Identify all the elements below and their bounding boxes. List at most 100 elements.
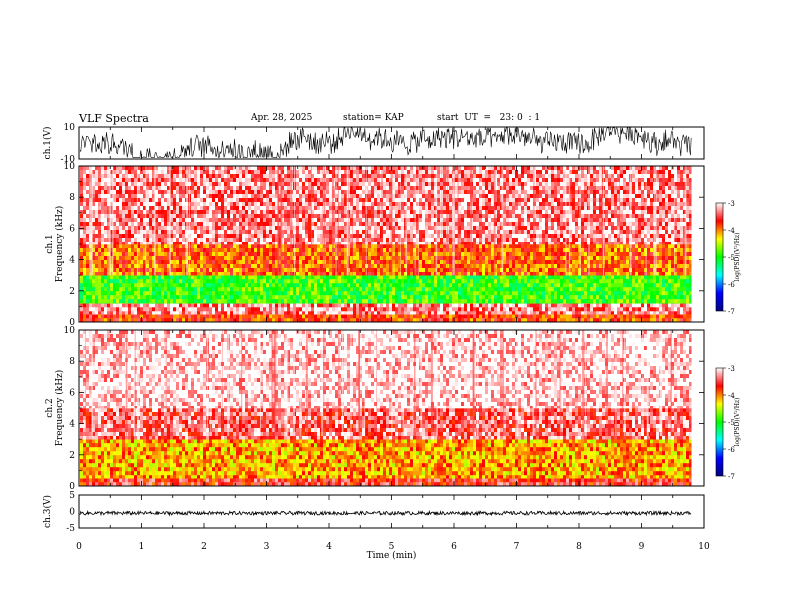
ch1-spectrogram-cell-band-1 xyxy=(317,307,321,312)
ch1-spectrogram-cell-band-4 xyxy=(221,170,225,175)
ch1-spectrogram-cell-band-4 xyxy=(122,166,126,171)
ch1-spectrogram-cell-band-2 xyxy=(299,287,303,292)
ch1-spectrogram-cell-band-2 xyxy=(425,279,429,284)
ch1-spectrogram-cell-band-2 xyxy=(119,287,123,292)
ch1-spectrogram-cell-band-2 xyxy=(653,287,657,292)
ch1-spectrogram-cell-band-2 xyxy=(101,275,105,280)
ch1-spectrogram-cell-band-4 xyxy=(95,166,99,171)
ch1-spectrogram-cell-band-4 xyxy=(608,170,612,175)
ch1-spectrogram-cell-band-1 xyxy=(203,303,207,308)
ch1-spectrogram-cell-band-3 xyxy=(161,252,165,257)
ch1-spectrogram-cell-band-3 xyxy=(86,264,90,269)
ch1-spectrogram-cell-band-0 xyxy=(104,314,108,319)
ch1-spectrogram-cell-band-2 xyxy=(482,279,486,284)
ch1-spectrogram-cell-band-3 xyxy=(233,256,237,261)
ch1-spectrogram-cell-band-2 xyxy=(449,287,453,292)
ch1-spectrogram-cell-band-3 xyxy=(377,260,381,265)
ch1-spectrogram-cell-band-0 xyxy=(371,314,375,319)
ch1-spectrogram-cell-band-3 xyxy=(572,256,576,261)
ch1-spectrogram-cell-band-4 xyxy=(515,174,519,179)
ch1-spectrogram-cell-band-3 xyxy=(521,244,525,249)
ch1-spectrogram-cell-band-2 xyxy=(209,299,213,304)
ch1-spectrogram-cell-band-3 xyxy=(152,248,156,253)
ch1-spectrogram-cell-band-2 xyxy=(485,295,489,300)
ch1-spectrogram-cell-band-3 xyxy=(479,252,483,257)
ch1-spectrogram-cell-band-0 xyxy=(635,314,639,319)
ch1-spectrogram-cell-band-2 xyxy=(131,291,135,296)
ch1-spectrogram-cell-band-1 xyxy=(656,311,660,315)
ch1-spectrogram-cell-band-4 xyxy=(227,174,231,179)
ch1-spectrogram-cell-band-3 xyxy=(392,248,396,253)
ch1-spectrogram-cell-band-3 xyxy=(308,244,312,249)
ch1-spectrogram-cell-band-4 xyxy=(269,174,273,179)
ch1-spectrogram-cell-band-1 xyxy=(377,311,381,315)
ch1-spectrogram-cell-band-2 xyxy=(188,291,192,296)
ch1-spectrogram-cell-band-3 xyxy=(428,264,432,269)
ch1-spectrogram-cell-band-4 xyxy=(152,170,156,175)
ch1-spectrogram-cell-band-4 xyxy=(254,170,258,175)
ch1-spectrogram-cell-band-2 xyxy=(455,275,459,280)
ch1-spectrogram-cell-band-2 xyxy=(617,291,621,296)
ch1-spectrogram-cell-band-3 xyxy=(647,268,651,273)
ch1-spectrogram-cell-band-2 xyxy=(377,283,381,288)
ch1-spectrogram-cell-band-2 xyxy=(305,275,309,280)
ch1-spectrogram-cell-band-2 xyxy=(185,299,189,304)
ch1-spectrogram-cell-band-2 xyxy=(563,295,567,300)
ch1-spectrogram-cell-band-1 xyxy=(650,303,654,308)
ch1-spectrogram-cell-band-2 xyxy=(455,279,459,284)
ch1-spectrogram-cell-band-2 xyxy=(344,275,348,280)
ch1-spectrogram-cell-band-3 xyxy=(509,268,513,273)
ch1-spectrogram-cell-band-3 xyxy=(359,252,363,257)
ch1-spectrogram-cell-band-1 xyxy=(284,307,288,312)
ch1-spectrogram-cell-band-1 xyxy=(683,311,687,315)
ch1-spectrogram-cell-band-3 xyxy=(476,256,480,261)
ch1-spectrogram-cell-band-2 xyxy=(467,287,471,292)
ch1-spectrogram-cell-band-4 xyxy=(338,178,342,183)
ch1-spectrogram-cell-band-2 xyxy=(221,295,225,300)
ch1-spectrogram-cell-band-4 xyxy=(281,178,285,183)
ch1-spectrogram-cell-band-2 xyxy=(107,287,111,292)
ch1-spectrogram-cell-band-1 xyxy=(512,303,516,308)
ch1-spectrogram-cell-band-0 xyxy=(146,314,150,319)
ch1-spectrogram-cell-band-4 xyxy=(344,174,348,179)
ch1-spectrogram-cell-band-1 xyxy=(578,307,582,312)
ch1-spectrogram-cell-band-2 xyxy=(431,275,435,280)
ch1-spectrogram-cell-band-3 xyxy=(221,260,225,265)
ch1-spectrogram-cell-band-3 xyxy=(521,268,525,273)
ch1-spectrogram-cell-band-3 xyxy=(101,248,105,253)
ch1-spectrogram-cell-band-1 xyxy=(458,307,462,312)
ch1-spectrogram-cell-band-2 xyxy=(266,275,270,280)
ch1-spectrogram-cell-band-2 xyxy=(473,299,477,304)
ch1-spectrogram-cell-band-3 xyxy=(356,252,360,257)
ch1-spectrogram-cell-band-3 xyxy=(101,268,105,273)
ch1-spectrogram-cell-band-1 xyxy=(485,303,489,308)
ch1-spectrogram-cell-band-2 xyxy=(158,283,162,288)
ch1-spectrogram-cell-band-3 xyxy=(674,256,678,261)
ch1-spectrogram-cell-band-4 xyxy=(284,178,288,183)
ch1-spectrogram-cell-band-3 xyxy=(128,268,132,273)
ch1-spectrogram-cell-band-4 xyxy=(557,166,561,171)
ch1-spectrogram-cell-band-4 xyxy=(218,178,222,183)
ch1-spectrogram-cell-band-3 xyxy=(635,264,639,269)
ch1-spectrogram-cell-band-0 xyxy=(311,318,315,323)
ch1-spectrogram-cell-band-4 xyxy=(305,170,309,175)
ch1-spectrogram-cell-band-3 xyxy=(305,252,309,257)
ch1-spectrogram-cell-band-2 xyxy=(320,287,324,292)
ch1-spectrogram-cell-band-3 xyxy=(104,260,108,265)
ch1-spectrogram-cell-band-2 xyxy=(161,291,165,296)
ch1-spectrogram-cell-band-4 xyxy=(659,166,663,171)
ch1-spectrogram-cell-band-3 xyxy=(632,260,636,265)
ch1-spectrogram-cell-band-3 xyxy=(242,248,246,253)
ch1-spectrogram-cell-band-1 xyxy=(629,303,633,308)
ch1-spectrogram-cell-band-3 xyxy=(86,256,90,261)
ch1-spectrogram-cell-band-3 xyxy=(317,248,321,253)
ch1-spectrogram-cell-band-2 xyxy=(323,279,327,284)
ch1-spectrogram-cell-band-2 xyxy=(386,291,390,296)
ch1-spectrogram-cell-band-1 xyxy=(602,307,606,312)
ch1-spectrogram-cell-band-2 xyxy=(287,287,291,292)
ch1-spectrogram-cell-band-2 xyxy=(635,275,639,280)
ch1-spectrogram-cell-band-2 xyxy=(674,299,678,304)
ch1-spectrogram-cell-band-2 xyxy=(629,287,633,292)
ch1-spectrogram-cell-band-2 xyxy=(572,291,576,296)
ch1-spectrogram-cell-band-3 xyxy=(131,256,135,261)
